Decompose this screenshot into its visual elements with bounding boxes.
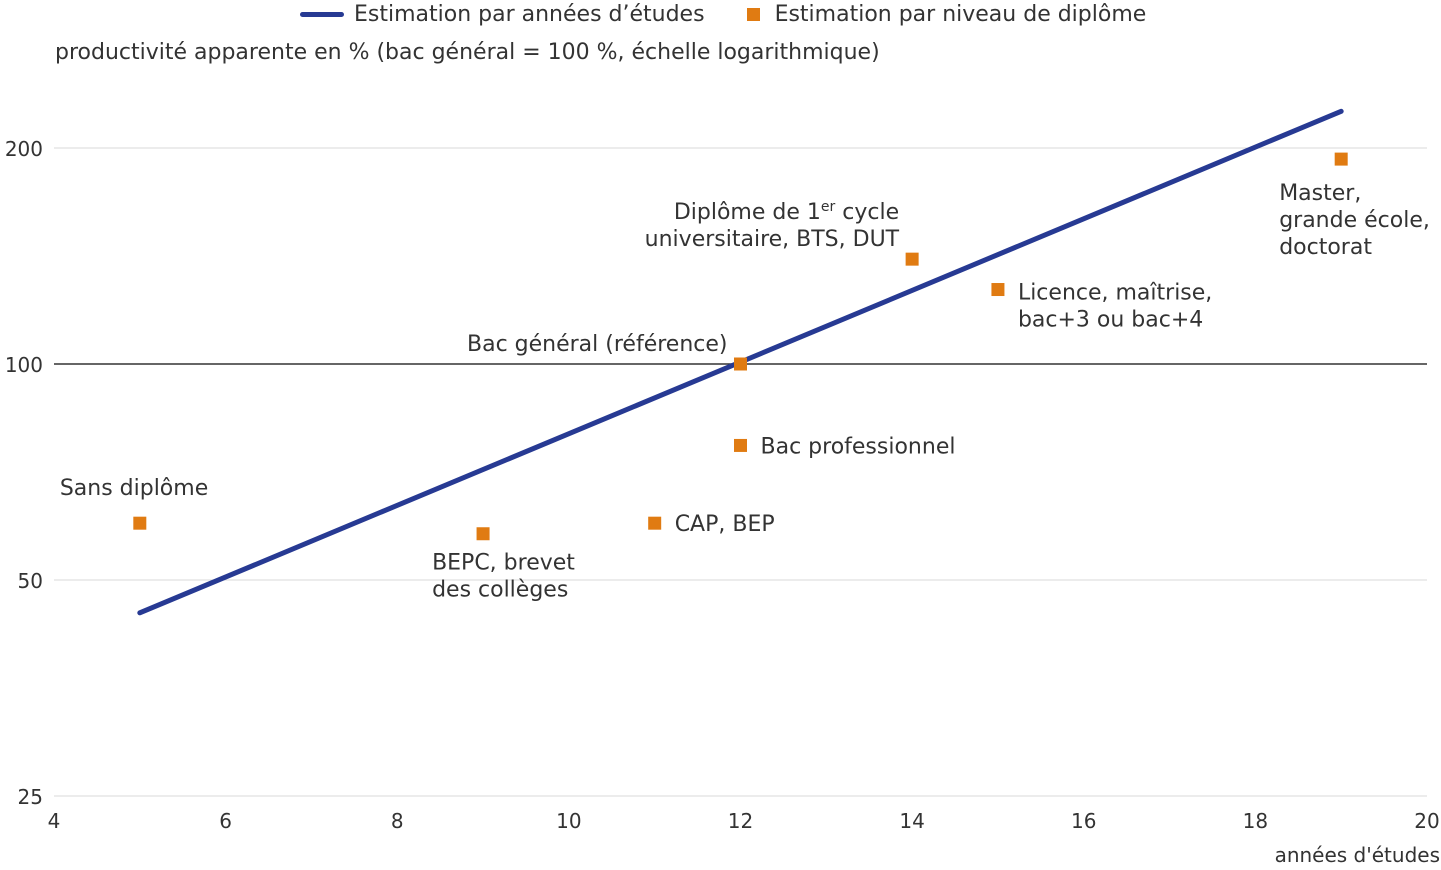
y-tick-label-200: 200	[5, 137, 43, 161]
scatter-point-5	[905, 252, 919, 266]
scatter-point-4	[734, 357, 747, 371]
scatter-point-6	[991, 283, 1005, 297]
x-axis-title: années d'études	[1274, 843, 1440, 867]
scatter-point-7	[1334, 152, 1348, 166]
x-tick-label-12: 12	[728, 809, 753, 833]
point-label-line: Diplôme de 1er cycle	[674, 199, 899, 225]
x-tick-label-14: 14	[899, 809, 924, 833]
scatter-point-1	[476, 527, 490, 541]
y-tick-label-50: 50	[18, 569, 43, 593]
superscript-er: er	[821, 199, 836, 215]
legend-item-line: Estimation par années d’études	[300, 2, 705, 27]
scatter-point-2	[648, 516, 662, 530]
point-label-7: Master, grande école, doctorat	[1279, 181, 1430, 260]
point-label-line: bac+3 ou bac+4	[1018, 308, 1203, 333]
point-label-6: Licence, maîtrise, bac+3 ou bac+4	[1018, 281, 1212, 333]
legend-square-swatch	[746, 7, 760, 21]
point-label-line: Sans diplôme	[60, 476, 208, 501]
legend-label-line: Estimation par années d’études	[354, 1, 705, 27]
x-tick-label-16: 16	[1071, 809, 1096, 833]
y-tick-label-25: 25	[18, 785, 43, 809]
point-label-5: Diplôme de 1er cycle universitaire, BTS, …	[645, 199, 900, 252]
legend-line-swatch	[300, 11, 344, 17]
point-label-2: CAP, BEP	[675, 512, 775, 537]
point-label-0: Sans diplôme	[60, 476, 208, 501]
point-label-4: Bac général (référence)	[467, 332, 728, 357]
y-tick-label-100: 100	[5, 353, 43, 377]
y-axis-title: productivité apparente en % (bac général…	[55, 40, 880, 65]
x-tick-label-4: 4	[48, 809, 61, 833]
point-label-line: grande école,	[1279, 208, 1430, 233]
point-label-line: Bac général (référence)	[467, 332, 728, 357]
chart-legend: Estimation par années d’études Estimatio…	[300, 0, 1188, 28]
point-label-1: BEPC, brevet des collèges	[432, 551, 575, 603]
point-label-3: Bac professionnel	[761, 434, 956, 459]
x-tick-label-10: 10	[556, 809, 581, 833]
point-label-line: CAP, BEP	[675, 512, 775, 537]
point-label-line: BEPC, brevet	[432, 551, 575, 576]
scatter-point-0	[133, 516, 147, 530]
point-label-line: doctorat	[1279, 235, 1372, 260]
point-label-line: des collèges	[432, 578, 568, 603]
x-tick-label-18: 18	[1243, 809, 1268, 833]
x-tick-label-6: 6	[219, 809, 232, 833]
legend-item-scatter: Estimation par niveau de diplôme	[746, 1, 1147, 27]
legend-label-scatter: Estimation par niveau de diplôme	[774, 1, 1147, 27]
point-label-line: Licence, maîtrise,	[1018, 281, 1212, 306]
scatter-point-3	[734, 438, 747, 452]
point-label-line: universitaire, BTS, DUT	[645, 227, 900, 252]
point-label-line: Master,	[1279, 181, 1361, 206]
point-label-rest: cycle	[835, 200, 899, 225]
point-label-line: Bac professionnel	[761, 434, 956, 459]
x-tick-label-20: 20	[1414, 809, 1439, 833]
x-tick-label-8: 8	[391, 809, 404, 833]
